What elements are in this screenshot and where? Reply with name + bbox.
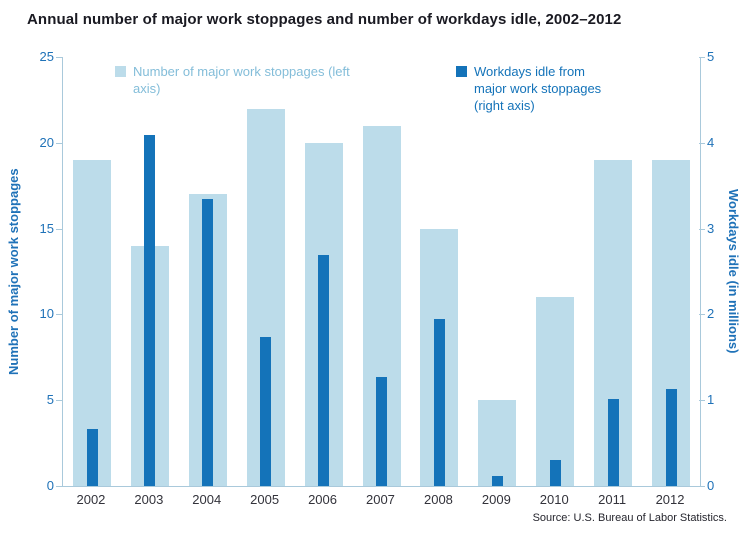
workdays-idle-bar-2009 <box>491 475 503 486</box>
source-note: Source: U.S. Bureau of Labor Statistics. <box>532 512 727 524</box>
right-axis-label: Workdays idle (in millions) <box>726 189 741 354</box>
x-tick-label-2012: 2012 <box>655 492 685 507</box>
left-tick-label-25: 25 <box>39 49 54 64</box>
x-tick-label-2007: 2007 <box>365 492 395 507</box>
stoppages-bar-2009 <box>478 400 517 486</box>
right-tick-mark <box>699 142 705 144</box>
left-tick-label-5: 5 <box>46 392 54 408</box>
right-tick-label-2: 2 <box>707 306 715 322</box>
left-axis-label: Number of major work stoppages <box>6 168 21 375</box>
x-tick-label-2008: 2008 <box>423 492 453 507</box>
workdays-idle-bar-2007 <box>376 377 387 486</box>
right-tick-label-5: 5 <box>707 49 715 64</box>
chart-title: Annual number of major work stoppages an… <box>27 11 622 28</box>
x-tick-label-2005: 2005 <box>250 492 280 507</box>
workdays-idle-bar-2006 <box>318 255 330 486</box>
x-tick-label-2010: 2010 <box>539 492 569 507</box>
legend-idle-label: Workdays idle from major work stoppages … <box>474 64 602 113</box>
left-tick-mark <box>56 228 62 230</box>
legend-stoppages: Number of major work stoppages (left axi… <box>115 63 350 97</box>
workdays-idle-bar-2010 <box>549 460 561 486</box>
legend-idle: Workdays idle from major work stoppages … <box>456 63 621 114</box>
x-tick-label-2003: 2003 <box>134 492 164 507</box>
legend-stoppages-swatch <box>115 66 126 77</box>
right-tick-label-1: 1 <box>707 392 715 408</box>
right-tick-mark <box>699 314 705 316</box>
legend-idle-swatch <box>456 66 467 77</box>
stoppages-bar-2010 <box>536 297 575 486</box>
workdays-idle-bar-2008 <box>433 318 445 486</box>
left-tick-label-10: 10 <box>39 306 54 322</box>
workdays-idle-bar-2004 <box>202 199 214 486</box>
workdays-idle-bar-2002 <box>86 429 98 486</box>
workdays-idle-bar-2012 <box>665 389 677 486</box>
right-tick-mark <box>699 228 705 230</box>
left-tick-label-0: 0 <box>46 478 54 493</box>
left-tick-mark <box>56 400 62 402</box>
left-tick-mark <box>56 314 62 316</box>
left-tick-label-20: 20 <box>39 134 54 150</box>
workdays-idle-bar-2011 <box>607 398 619 486</box>
plot-area: Number of major work stoppages (left axi… <box>62 57 701 487</box>
legend-stoppages-label: Number of major work stoppages (left axi… <box>133 64 350 96</box>
left-tick-mark <box>56 142 62 144</box>
right-tick-label-4: 4 <box>707 134 715 150</box>
left-tick-label-15: 15 <box>39 220 54 236</box>
right-tick-mark <box>699 400 705 402</box>
right-tick-mark <box>699 57 705 58</box>
x-tick-label-2004: 2004 <box>192 492 222 507</box>
workdays-idle-bar-2003 <box>144 135 156 486</box>
workdays-idle-bar-2005 <box>260 336 272 486</box>
x-tick-label-2009: 2009 <box>481 492 511 507</box>
right-tick-label-3: 3 <box>707 220 715 236</box>
right-tick-mark <box>699 486 705 487</box>
x-tick-label-2006: 2006 <box>308 492 337 507</box>
x-tick-label-2002: 2002 <box>76 492 106 507</box>
left-tick-mark <box>56 486 62 487</box>
x-tick-label-2011: 2011 <box>598 492 627 507</box>
left-tick-mark <box>56 57 62 58</box>
right-tick-label-0: 0 <box>707 478 715 493</box>
